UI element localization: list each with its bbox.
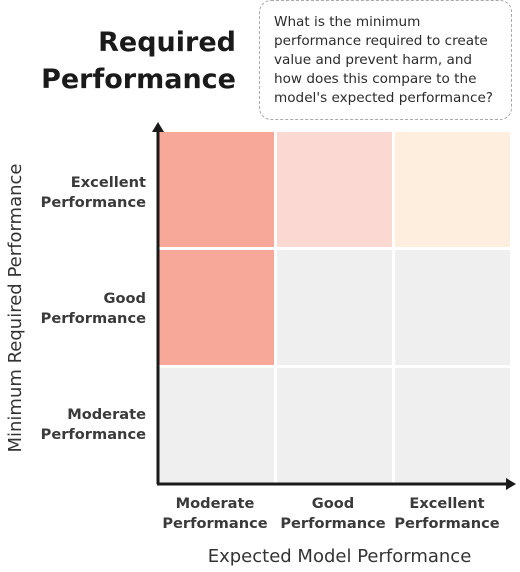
x-axis-arrowhead xyxy=(506,478,516,490)
cell-moderate-excellent xyxy=(395,368,510,483)
row-label-moderate: Moderate Performance xyxy=(14,405,146,445)
row-label-line: Performance xyxy=(40,194,146,211)
col-label-moderate: Moderate Performance xyxy=(145,494,285,534)
y-axis-title: Minimum Required Performance xyxy=(5,163,26,453)
cell-good-excellent xyxy=(395,250,510,365)
col-label-line: Performance xyxy=(280,515,386,532)
callout-text: What is the minimum performance required… xyxy=(274,14,494,106)
row-label-line: Moderate xyxy=(67,406,146,423)
col-label-good: Good Performance xyxy=(263,494,403,534)
row-label-line: Performance xyxy=(40,310,146,327)
col-label-line: Excellent xyxy=(409,495,485,512)
cell-good-good xyxy=(277,250,392,365)
col-label-line: Performance xyxy=(394,515,500,532)
cell-excellent-good xyxy=(277,132,392,247)
row-label-line: Good xyxy=(103,290,146,307)
diagram-title: Required Performance xyxy=(40,24,236,98)
performance-matrix xyxy=(159,132,510,483)
question-callout: What is the minimum performance required… xyxy=(259,0,512,120)
cell-moderate-good xyxy=(277,368,392,483)
row-label-good: Good Performance xyxy=(14,289,146,329)
y-axis-arrowhead xyxy=(152,122,164,132)
row-label-excellent: Excellent Performance xyxy=(14,173,146,213)
col-label-line: Good xyxy=(311,495,355,512)
title-line-1: Required xyxy=(98,27,236,58)
cell-excellent-moderate xyxy=(159,132,274,247)
row-label-line: Performance xyxy=(40,426,146,443)
x-axis-title: Expected Model Performance xyxy=(207,546,472,567)
cell-moderate-moderate xyxy=(159,368,274,483)
cell-good-moderate xyxy=(159,250,274,365)
col-label-line: Moderate xyxy=(175,495,255,512)
col-label-line: Performance xyxy=(162,515,268,532)
title-line-2: Performance xyxy=(41,64,236,95)
row-label-line: Excellent xyxy=(70,174,146,191)
cell-excellent-excellent xyxy=(395,132,510,247)
col-label-excellent: Excellent Performance xyxy=(377,494,517,534)
